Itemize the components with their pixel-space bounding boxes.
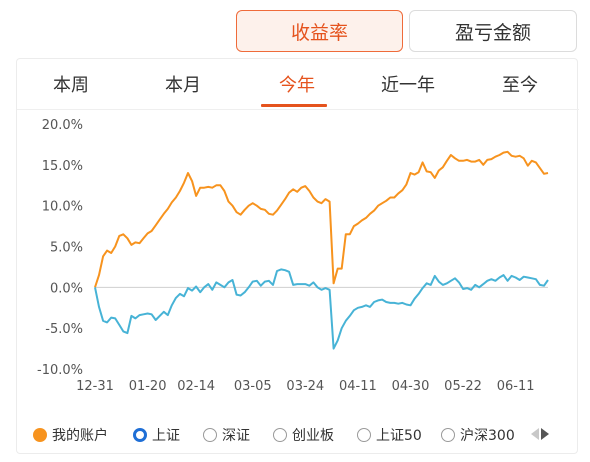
y-tick-label: 15.0% <box>42 159 83 174</box>
radio-unselected-icon <box>273 428 287 442</box>
x-tick-label: 03-05 <box>234 379 272 394</box>
chart-legend: 我的账户 上证 深证 创业板 上证50 沪深300 <box>17 425 579 451</box>
legend-label: 深证 <box>222 428 250 444</box>
active-tab-underline <box>261 104 327 107</box>
period-tabs: 本周 本月 今年 近一年 至今 <box>17 59 579 110</box>
radio-unselected-icon <box>203 428 217 442</box>
tabs-divider <box>17 109 579 110</box>
segment-profit-amount[interactable]: 盈亏金额 <box>409 10 577 52</box>
legend-label: 我的账户 <box>52 428 108 444</box>
triangle-right-icon[interactable] <box>541 428 549 440</box>
y-tick-label: -5.0% <box>45 322 83 337</box>
x-tick-label: 04-30 <box>392 379 430 394</box>
legend-label: 上证50 <box>376 428 422 444</box>
legend-item-my-account[interactable]: 我的账户 <box>33 425 108 445</box>
legend-label: 上证 <box>152 428 180 444</box>
x-tick-label: 01-20 <box>129 379 167 394</box>
tab-this-month[interactable]: 本月 <box>165 75 201 96</box>
x-tick-label: 06-11 <box>497 379 535 394</box>
radio-selected-icon <box>133 428 147 442</box>
return-rate-chart: -10.0% -5.0% 0.0% 5.0% 10.0% 15.0% 20.0% 12-31… <box>37 118 549 394</box>
segment-return-rate[interactable]: 收益率 <box>236 10 403 52</box>
legend-label: 创业板 <box>292 428 334 444</box>
x-tick-label: 03-24 <box>286 379 324 394</box>
x-tick-label: 05-22 <box>444 379 482 394</box>
tab-this-year[interactable]: 今年 <box>279 75 315 96</box>
y-tick-label: 20.0% <box>42 118 83 133</box>
x-tick-label: 02-14 <box>177 379 215 394</box>
legend-item-csi300[interactable]: 沪深300 <box>441 425 515 445</box>
legend-item-shenzhen[interactable]: 深证 <box>203 425 250 445</box>
x-tick-label: 12-31 <box>76 379 114 394</box>
y-tick-label: 0.0% <box>50 281 83 296</box>
triangle-left-icon[interactable] <box>531 428 539 440</box>
series-line-my-account <box>94 150 549 288</box>
chart-card: 本周 本月 今年 近一年 至今 -10.0% -5.0% 0.0% 5.0% 10.0%… <box>16 58 579 454</box>
legend-item-sse50[interactable]: 上证50 <box>357 425 422 445</box>
tab-past-year[interactable]: 近一年 <box>381 75 435 96</box>
x-tick-label: 04-11 <box>339 379 377 394</box>
tab-this-week[interactable]: 本周 <box>53 75 89 96</box>
legend-marker-icon <box>33 428 47 442</box>
radio-unselected-icon <box>357 428 371 442</box>
legend-item-chinext[interactable]: 创业板 <box>273 425 334 445</box>
y-tick-label: 5.0% <box>50 241 83 256</box>
radio-unselected-icon <box>441 428 455 442</box>
legend-item-shanghai[interactable]: 上证 <box>133 425 180 445</box>
y-tick-label: -10.0% <box>37 363 83 378</box>
legend-label: 沪深300 <box>460 428 515 444</box>
series-line-shanghai-index <box>94 268 549 350</box>
tab-to-date[interactable]: 至今 <box>502 75 538 96</box>
y-tick-label: 10.0% <box>42 200 83 215</box>
legend-pager <box>531 428 549 440</box>
